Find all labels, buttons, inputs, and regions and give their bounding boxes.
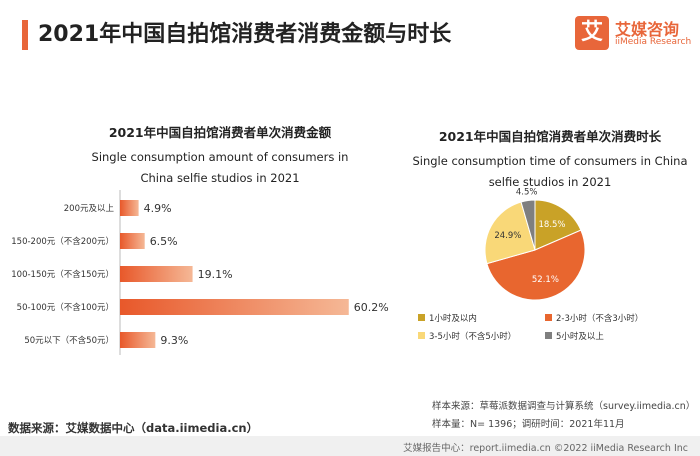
legend-label: 1小时及以内 — [429, 313, 477, 324]
bar-value-label: 19.1% — [198, 268, 233, 281]
page-title: 2021年中国自拍馆消费者消费金额与时长 — [38, 22, 452, 47]
pie-slice — [484, 201, 536, 265]
bar — [120, 200, 139, 216]
legend-swatch — [418, 314, 425, 321]
bar-chart: 200元及以上 4.9% 150-200元（不含200元） 6.5% 100-150元（… — [11, 190, 389, 355]
pie-chart: 18.5% 52.1% 24.9% 4.5% 1小时及以内 2-3小时（不含3小时） 3-5… — [418, 188, 643, 342]
bar-value-label: 4.9% — [144, 202, 172, 215]
pie-value-label: 4.5% — [516, 188, 538, 198]
bar — [120, 299, 349, 315]
bar-value-label: 6.5% — [150, 235, 178, 248]
bar-category-label: 50元以下（不含50元） — [24, 335, 114, 346]
sample-size: 样本量：N= 1396；调研时间：2021年11月 — [432, 419, 625, 430]
bar-category-label: 50-100元（不含100元） — [17, 302, 114, 313]
bar — [120, 266, 193, 282]
bar-value-label: 60.2% — [354, 301, 389, 314]
legend-label: 5小时及以上 — [556, 331, 604, 342]
header: 2021年中国自拍馆消费者消费金额与时长 艾 艾媒咨询 iiMedia Rese… — [0, 0, 700, 60]
bar-value-label: 9.3% — [160, 334, 188, 347]
bar — [120, 332, 156, 348]
data-source: 数据来源：艾媒数据中心（data.iimedia.cn） — [8, 421, 259, 435]
legend-swatch — [418, 332, 425, 339]
bottom-bar-text: 艾媒报告中心：report.iimedia.cn ©2022 iiMedia R… — [403, 443, 688, 454]
pie-value-label: 24.9% — [494, 231, 521, 241]
bar-chart-title-en: Single consumption amount of consumers i… — [91, 150, 349, 185]
legend-swatch — [545, 314, 552, 321]
bar — [120, 233, 145, 249]
sample-source: 样本来源：草莓派数据调查与计算系统（survey.iimedia.cn） — [432, 401, 696, 412]
logo-mark-icon: 艾 — [575, 16, 609, 50]
pie-slice — [520, 199, 536, 251]
bar-category-label: 150-200元（不含200元） — [11, 236, 114, 247]
bar-category-label: 200元及以上 — [64, 204, 115, 214]
pie-value-label: 52.1% — [532, 275, 559, 285]
bar-chart-title-cn: 2021年中国自拍馆消费者单次消费金额 — [108, 125, 332, 140]
pie-slice — [486, 229, 586, 301]
bottom-bar: 艾媒报告中心：report.iimedia.cn ©2022 iiMedia R… — [0, 436, 700, 456]
bar-category-label: 100-150元（不含150元） — [11, 269, 114, 280]
pie-slice — [534, 199, 582, 251]
pie-chart-title-en: Single consumption time of consumers in … — [412, 154, 688, 189]
title-accent-bar — [22, 20, 28, 50]
iimedia-logo: 艾 艾媒咨询 iiMedia Research — [575, 16, 692, 54]
logo-en-text: iiMedia Research — [615, 37, 692, 47]
pie-value-label: 18.5% — [539, 220, 566, 230]
legend-label: 3-5小时（不含5小时） — [429, 331, 516, 342]
legend-swatch — [545, 332, 552, 339]
logo-cn-text: 艾媒咨询 — [615, 20, 680, 39]
bar-chart-title: 2021年中国自拍馆消费者单次消费金额 Single consumption a… — [0, 122, 440, 189]
legend-label: 2-3小时（不含3小时） — [556, 313, 643, 324]
pie-chart-title: 2021年中国自拍馆消费者单次消费时长 Single consumption t… — [400, 126, 700, 193]
pie-chart-title-cn: 2021年中国自拍馆消费者单次消费时长 — [438, 129, 662, 144]
